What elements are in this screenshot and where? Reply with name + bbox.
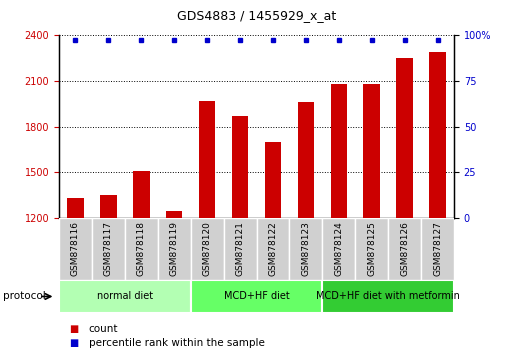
Bar — [355, 218, 388, 280]
Bar — [191, 218, 224, 280]
Text: MCD+HF diet with metformin: MCD+HF diet with metformin — [316, 291, 460, 302]
Text: GSM878117: GSM878117 — [104, 221, 113, 276]
Text: MCD+HF diet: MCD+HF diet — [224, 291, 289, 302]
Bar — [289, 218, 322, 280]
Bar — [191, 280, 322, 313]
Bar — [397, 58, 413, 218]
Text: GSM878122: GSM878122 — [268, 221, 278, 276]
Text: GDS4883 / 1455929_x_at: GDS4883 / 1455929_x_at — [177, 9, 336, 22]
Text: GSM878120: GSM878120 — [203, 221, 212, 276]
Text: protocol: protocol — [3, 291, 45, 302]
Text: GSM878126: GSM878126 — [400, 221, 409, 276]
Bar — [298, 102, 314, 218]
Text: GSM878124: GSM878124 — [334, 221, 343, 276]
Text: GSM878118: GSM878118 — [137, 221, 146, 276]
Bar — [133, 171, 149, 218]
Bar — [330, 84, 347, 218]
Text: GSM878119: GSM878119 — [170, 221, 179, 276]
Text: GSM878121: GSM878121 — [235, 221, 245, 276]
Bar — [265, 142, 281, 218]
Text: GSM878123: GSM878123 — [301, 221, 310, 276]
Text: percentile rank within the sample: percentile rank within the sample — [89, 338, 265, 348]
Text: ■: ■ — [69, 324, 78, 333]
Bar — [232, 116, 248, 218]
Bar — [429, 52, 446, 218]
Bar — [67, 198, 84, 218]
Bar — [364, 84, 380, 218]
Text: count: count — [89, 324, 119, 333]
Text: normal diet: normal diet — [97, 291, 153, 302]
Bar — [256, 218, 289, 280]
Text: GSM878125: GSM878125 — [367, 221, 376, 276]
Bar — [125, 218, 158, 280]
Bar — [158, 218, 191, 280]
Text: ■: ■ — [69, 338, 78, 348]
Bar — [322, 218, 355, 280]
Text: GSM878116: GSM878116 — [71, 221, 80, 276]
Bar — [199, 101, 215, 218]
Text: GSM878127: GSM878127 — [433, 221, 442, 276]
Bar — [92, 218, 125, 280]
Bar — [224, 218, 256, 280]
Bar — [421, 218, 454, 280]
Bar — [166, 211, 183, 218]
Bar — [59, 280, 191, 313]
Bar — [388, 218, 421, 280]
Bar — [100, 195, 116, 218]
Bar — [322, 280, 454, 313]
Bar — [59, 218, 92, 280]
